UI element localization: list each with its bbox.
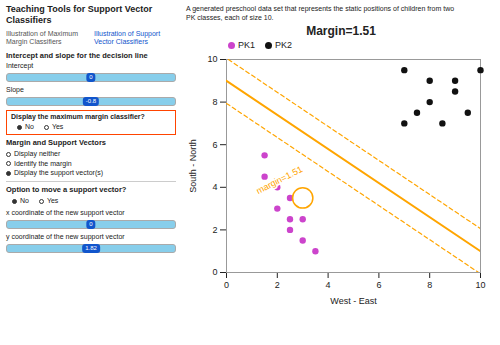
html-text:0: 0 (89, 74, 93, 81)
html-text:0: 0 (89, 220, 93, 227)
html-text:Display the maximum margin cla: Display the maximum margin classifier? (11, 112, 145, 120)
svg-text:4: 4 (212, 182, 217, 192)
html-text:1.82: 1.82 (85, 244, 97, 251)
svg-text:6: 6 (212, 140, 217, 150)
html-text:Display neither: Display neither (14, 149, 61, 157)
html-text:PK2: PK2 (275, 40, 292, 51)
html-text:-0.8: -0.8 (85, 97, 97, 104)
svg-text:10: 10 (207, 55, 217, 65)
svg-text:2: 2 (212, 225, 217, 235)
html-text:Margin=1.51: Margin=1.51 (306, 24, 376, 39)
html-text:Margin and Support Vectors: Margin and Support Vectors (6, 138, 106, 148)
svg-text:2: 2 (275, 280, 280, 290)
html-text:No: No (25, 122, 34, 130)
svg-text:4: 4 (326, 280, 331, 290)
html-text:Illustration of Maximum Margin: Illustration of Maximum Margin Classifie… (6, 29, 78, 46)
html-text:Identify the margin: Identify the margin (14, 159, 72, 167)
html-text:Illustration of Support Vector: Illustration of Support Vector Classifie… (94, 29, 161, 46)
html-text:x coordinate of the new suppor: x coordinate of the new support vector (6, 209, 125, 217)
svg-text:8: 8 (212, 97, 217, 107)
html-text:PK1: PK1 (238, 40, 255, 51)
svg-text:West - East: West - East (330, 296, 377, 306)
svg-text:0: 0 (224, 280, 229, 290)
html-text:y coordinate of the new suppor: y coordinate of the new support vector (6, 232, 125, 240)
html-text:Display the support vector(s): Display the support vector(s) (14, 169, 104, 177)
svg-text:10: 10 (475, 280, 485, 290)
svg-text:0: 0 (212, 268, 217, 278)
html-text:Intercept: Intercept (6, 62, 34, 70)
html-text:No: No (20, 197, 29, 205)
html-text:A generated preschool data set: A generated preschool data set that repr… (186, 5, 455, 22)
html-text:Intercept and slope for the de: Intercept and slope for the decision lin… (6, 51, 148, 60)
svg-text:6: 6 (376, 280, 381, 290)
html-text:Slope: Slope (6, 86, 24, 94)
html-text:Yes: Yes (52, 122, 64, 130)
html-text:Teaching Tools for Support Vec: Teaching Tools for Support Vector Classi… (6, 4, 153, 26)
svg-text:South - North: South - North (188, 139, 198, 193)
svg-text:8: 8 (427, 280, 432, 290)
html-text:Yes: Yes (47, 197, 59, 205)
html-text:Option to move a support vecto: Option to move a support vector? (6, 185, 127, 194)
svg-text:margin=1.51: margin=1.51 (255, 164, 304, 196)
